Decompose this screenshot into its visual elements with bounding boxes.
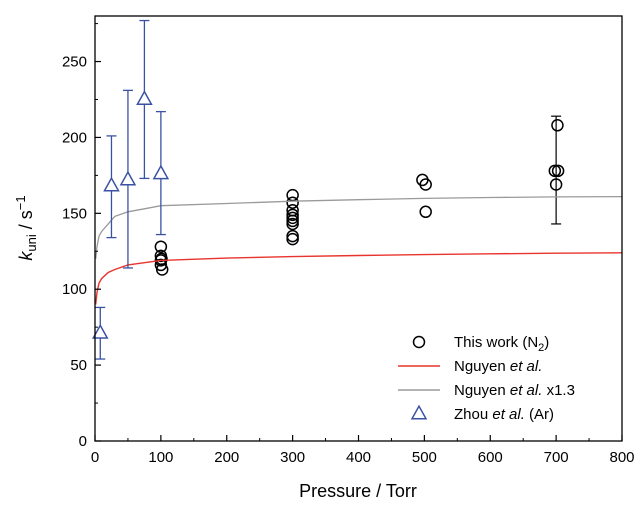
y-tick-label: 50 [70,357,87,374]
data-point [286,208,299,222]
x-tick-label: 700 [544,449,569,466]
nguyen_x13-line [95,195,623,259]
x-axis: 0 100 200 300 400 500 600 700 800 [91,435,635,466]
y-tick-label: 0 [79,433,87,450]
legend-italic: et al. [510,382,543,399]
legend-text-part: (Ar) [525,406,554,423]
x-tick-label: 400 [346,449,371,466]
x-tick-label: 100 [148,449,173,466]
y-axis: 0 50 100 150 200 250 [62,23,101,450]
data-point [286,211,299,225]
x-tick-label: 200 [214,449,239,466]
legend-text-part: This work (N [454,334,538,351]
data-point [91,323,109,339]
x-tick-label: 500 [412,449,437,466]
legend-text-part: Zhou [454,406,492,423]
y-tick-label: 150 [62,205,87,222]
x-tick-label: 800 [609,449,634,466]
legend-text-part: Nguyen [454,382,510,399]
legend-marker [410,404,428,420]
legend: This work (N2)Nguyen et al.Nguyen et al.… [398,334,575,423]
y-tick-label: 200 [62,129,87,146]
legend-label: Zhou et al. (Ar) [454,406,554,423]
data-point [286,232,299,246]
legend-label: Nguyen et al. [454,358,542,375]
legend-label: Nguyen et al. x1.3 [454,382,575,399]
data-point [103,176,120,192]
data-point [154,240,168,253]
data-point [152,164,170,180]
plot-area [91,19,623,360]
legend-text-part: ) [544,334,549,351]
legend-text-part: Nguyen [454,358,510,375]
x-tick-label: 600 [478,449,503,466]
y-tick-label: 250 [62,54,87,71]
data-point [551,164,565,178]
data-point [419,178,432,191]
data-point [286,214,299,228]
data-point [286,217,299,231]
x-tick-label: 300 [280,449,305,466]
legend-italic: et al. [492,406,525,423]
legend-marker [412,335,426,349]
y-tick-label: 100 [62,281,87,298]
x-axis-title: Pressure / Torr [299,481,417,501]
nguyen-line [95,252,623,305]
data-point [419,205,432,219]
legend-text-part: x1.3 [542,382,575,399]
data-point [155,252,168,266]
legend-label: This work (N2) [454,334,549,354]
plot-frame [94,15,623,442]
data-point [286,196,299,209]
data-point [286,229,299,243]
x-tick-label: 0 [91,449,99,466]
data-point [548,164,562,178]
legend-italic: et al. [510,358,543,375]
data-point [549,178,563,191]
data-point [551,119,564,132]
data-point [136,90,153,106]
y-axis-title: kuni / s−1 [13,195,39,260]
legend-subscript: 2 [538,342,544,354]
data-point [119,170,137,186]
